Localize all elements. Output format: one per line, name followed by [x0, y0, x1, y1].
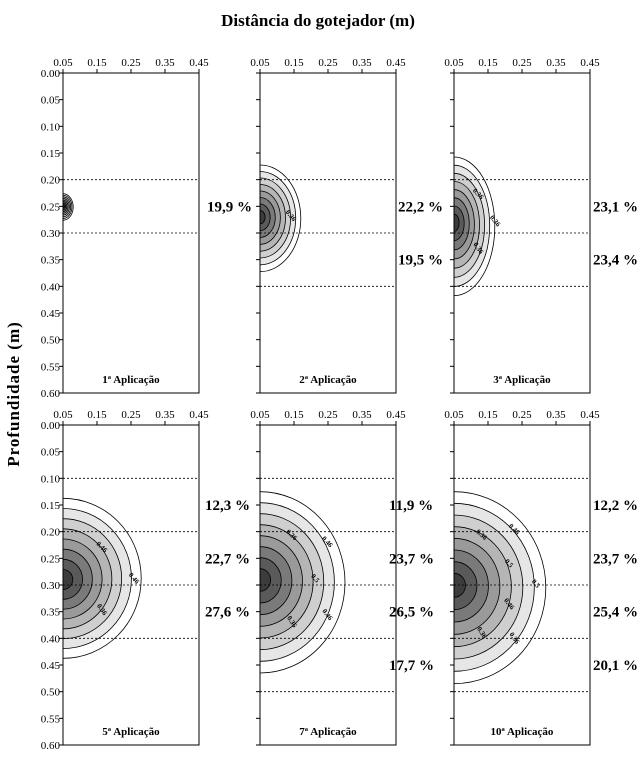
- panel-label: 5ª Aplicação: [102, 726, 160, 738]
- y-tick-label: 0.40: [41, 281, 61, 293]
- y-tick-label: 0.25: [41, 553, 61, 565]
- x-tick-label: 0.05: [250, 57, 270, 69]
- x-tick-label: 0.35: [352, 57, 372, 69]
- panel-label: 3ª Aplicação: [493, 374, 551, 386]
- panel-label: 2ª Aplicação: [299, 374, 357, 386]
- x-tick-label: 0.25: [318, 57, 338, 69]
- y-tick-label: 0.55: [41, 713, 61, 725]
- percentage-label: 23,1 %: [593, 199, 638, 215]
- y-tick-label: 0.10: [41, 121, 61, 133]
- x-tick-label: 0.25: [512, 57, 532, 69]
- panel-label: 1ª Aplicação: [102, 374, 160, 386]
- x-tick-label: 0.05: [250, 409, 270, 421]
- y-tick-label: 0.00: [41, 420, 61, 432]
- contour-fill: [260, 164, 302, 273]
- y-tick-label: 0.00: [41, 68, 61, 80]
- y-axis-title: Profundidade (m): [4, 321, 23, 467]
- panel-1: 0.05 0.15 0.25 0.35 0.450.000.050.100.150.20…: [41, 57, 252, 400]
- y-tick-label: 0.35: [41, 255, 61, 267]
- y-tick-label: 0.50: [41, 335, 61, 347]
- x-tick-label: 0.45: [386, 409, 406, 421]
- panel-5: 0.05 0.15 0.25 0.35 0.450.36 0.460.50.460.367…: [250, 409, 434, 746]
- percentage-label: 20,1 %: [593, 658, 638, 674]
- y-tick-label: 0.30: [41, 228, 61, 240]
- y-tick-label: 0.20: [41, 175, 61, 187]
- y-tick-label: 0.55: [41, 361, 61, 373]
- y-tick-label: 0.05: [41, 447, 61, 459]
- x-tick-label: 0.05: [444, 409, 464, 421]
- panel-6: 0.05 0.15 0.25 0.35 0.450.36 0.460.50.50.460.…: [444, 409, 638, 746]
- x-tick-label: 0.35: [352, 409, 372, 421]
- percentage-label: 22,7 %: [205, 551, 250, 567]
- contour-band: [454, 213, 460, 232]
- x-tick-label: 0.05: [53, 57, 73, 69]
- percentage-label: 22,2 %: [398, 199, 443, 215]
- y-tick-label: 0.40: [41, 633, 61, 645]
- x-tick-label: 0.15: [284, 57, 304, 69]
- x-tick-label: 0.25: [512, 409, 532, 421]
- percentage-label: 17,7 %: [389, 658, 434, 674]
- percentage-label: 12,2 %: [593, 498, 638, 514]
- x-tick-label: 0.05: [53, 409, 73, 421]
- percentage-label: 23,4 %: [593, 253, 638, 269]
- contour-fill: [454, 491, 547, 685]
- x-tick-label: 0.45: [580, 57, 600, 69]
- x-tick-label: 0.45: [189, 57, 209, 69]
- y-tick-label: 0.35: [41, 607, 61, 619]
- x-tick-label: 0.15: [478, 409, 498, 421]
- y-tick-label: 0.15: [41, 148, 61, 160]
- x-tick-label: 0.25: [318, 409, 338, 421]
- x-tick-label: 0.15: [87, 409, 107, 421]
- percentage-label: 25,4 %: [593, 605, 638, 621]
- panels-layer: 0.05 0.15 0.25 0.35 0.450.000.050.100.150.20…: [41, 57, 638, 752]
- x-tick-label: 0.35: [155, 409, 175, 421]
- panel-label: 7ª Aplicação: [299, 726, 357, 738]
- contour-band: [63, 569, 74, 590]
- x-tick-label: 0.05: [444, 57, 464, 69]
- percentage-label: 11,9 %: [389, 498, 433, 514]
- contour-band: [260, 568, 272, 592]
- y-tick-label: 0.50: [41, 687, 61, 699]
- x-tick-label: 0.35: [546, 57, 566, 69]
- x-tick-label: 0.15: [87, 57, 107, 69]
- contour-band: [260, 210, 266, 225]
- y-tick-label: 0.05: [41, 95, 61, 107]
- figure-title: Distância do gotejador (m): [221, 11, 415, 30]
- y-tick-label: 0.45: [41, 308, 61, 320]
- x-tick-label: 0.35: [155, 57, 175, 69]
- panel-4: 0.05 0.15 0.25 0.35 0.450.000.050.100.150.20…: [41, 409, 250, 752]
- y-tick-label: 0.45: [41, 660, 61, 672]
- x-tick-label: 0.25: [121, 409, 141, 421]
- x-tick-label: 0.15: [478, 57, 498, 69]
- x-tick-label: 0.25: [121, 57, 141, 69]
- percentage-label: 23,7 %: [593, 551, 638, 567]
- x-tick-label: 0.35: [546, 409, 566, 421]
- y-tick-label: 0.15: [41, 500, 61, 512]
- contour-fill: [63, 497, 142, 659]
- percentage-label: 12,3 %: [205, 498, 250, 514]
- percentage-label: 26,5 %: [389, 605, 434, 621]
- percentage-label: 19,5 %: [398, 253, 443, 269]
- percentage-label: 19,9 %: [207, 199, 252, 215]
- y-tick-label: 0.10: [41, 473, 61, 485]
- y-tick-label: 0.60: [41, 388, 61, 400]
- y-tick-label: 0.60: [41, 740, 61, 752]
- panel-label: 10ª Aplicação: [491, 726, 554, 738]
- percentage-label: 23,7 %: [389, 551, 434, 567]
- y-tick-label: 0.30: [41, 580, 61, 592]
- y-tick-label: 0.25: [41, 201, 61, 213]
- percentage-label: 27,6 %: [205, 605, 250, 621]
- x-tick-label: 0.45: [580, 409, 600, 421]
- contour-fill: [260, 491, 346, 674]
- x-tick-label: 0.45: [189, 409, 209, 421]
- x-tick-label: 0.45: [386, 57, 406, 69]
- x-tick-label: 0.15: [284, 409, 304, 421]
- y-tick-label: 0.20: [41, 527, 61, 539]
